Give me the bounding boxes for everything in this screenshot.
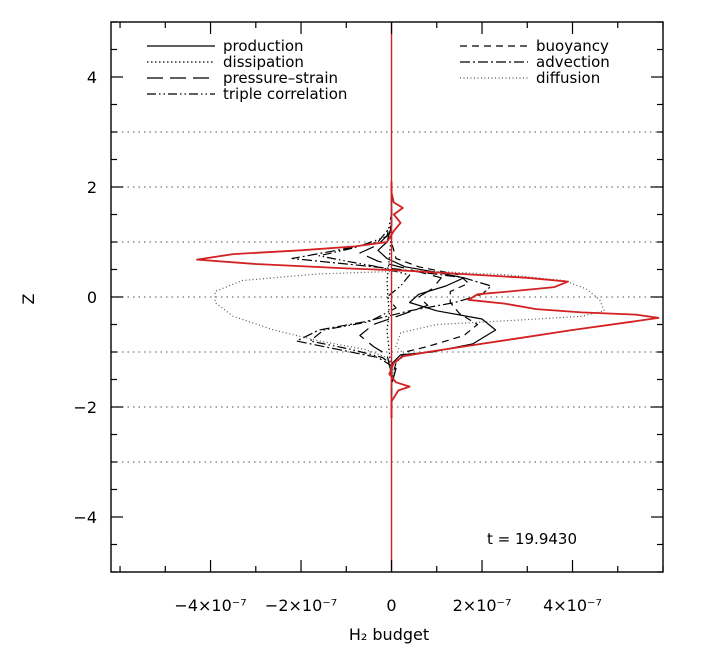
legend-label: diffusion (536, 69, 600, 87)
time-annotation: t = 19.9430 (487, 530, 577, 548)
x-axis-label: H₂ budget (349, 625, 429, 644)
x-tick-label: 0 (386, 596, 396, 615)
legend-label: advection (536, 53, 610, 71)
x-tick-label: 2×10⁻⁷ (453, 596, 512, 615)
series-group (196, 181, 660, 418)
y-tick-label: 2 (87, 178, 97, 197)
y-tick-label: 0 (87, 288, 97, 307)
series-line-red-total (196, 181, 660, 418)
legend-label: production (223, 37, 304, 55)
x-tick-label: −2×10⁻⁷ (265, 596, 337, 615)
legend-label: buoyancy (536, 37, 609, 55)
x-tick-label: −4×10⁻⁷ (174, 596, 246, 615)
legend-label: dissipation (223, 53, 304, 71)
axis-tick-labels: −4×10⁻⁷ −2×10⁻⁷ 0 2×10⁻⁷ 4×10⁻⁷ −4 −2 0 2 4 (73, 68, 602, 615)
legend: productiondissipationpressure–straintrip… (147, 37, 610, 103)
series-line-pressure-strain (359, 181, 442, 418)
axis-ticks (111, 21, 664, 573)
y-axis-label: Z (19, 293, 38, 304)
legend-label: pressure–strain (223, 69, 338, 87)
legend-label: triple correlation (223, 85, 347, 103)
y-tick-label: 4 (87, 68, 97, 87)
y-tick-label: −2 (73, 398, 97, 417)
series-line-advection (291, 181, 492, 418)
y-tick-label: −4 (73, 508, 97, 527)
series-line-production (377, 181, 497, 418)
x-tick-label: 4×10⁻⁷ (543, 596, 602, 615)
series-line-triple-correlation (309, 181, 411, 418)
